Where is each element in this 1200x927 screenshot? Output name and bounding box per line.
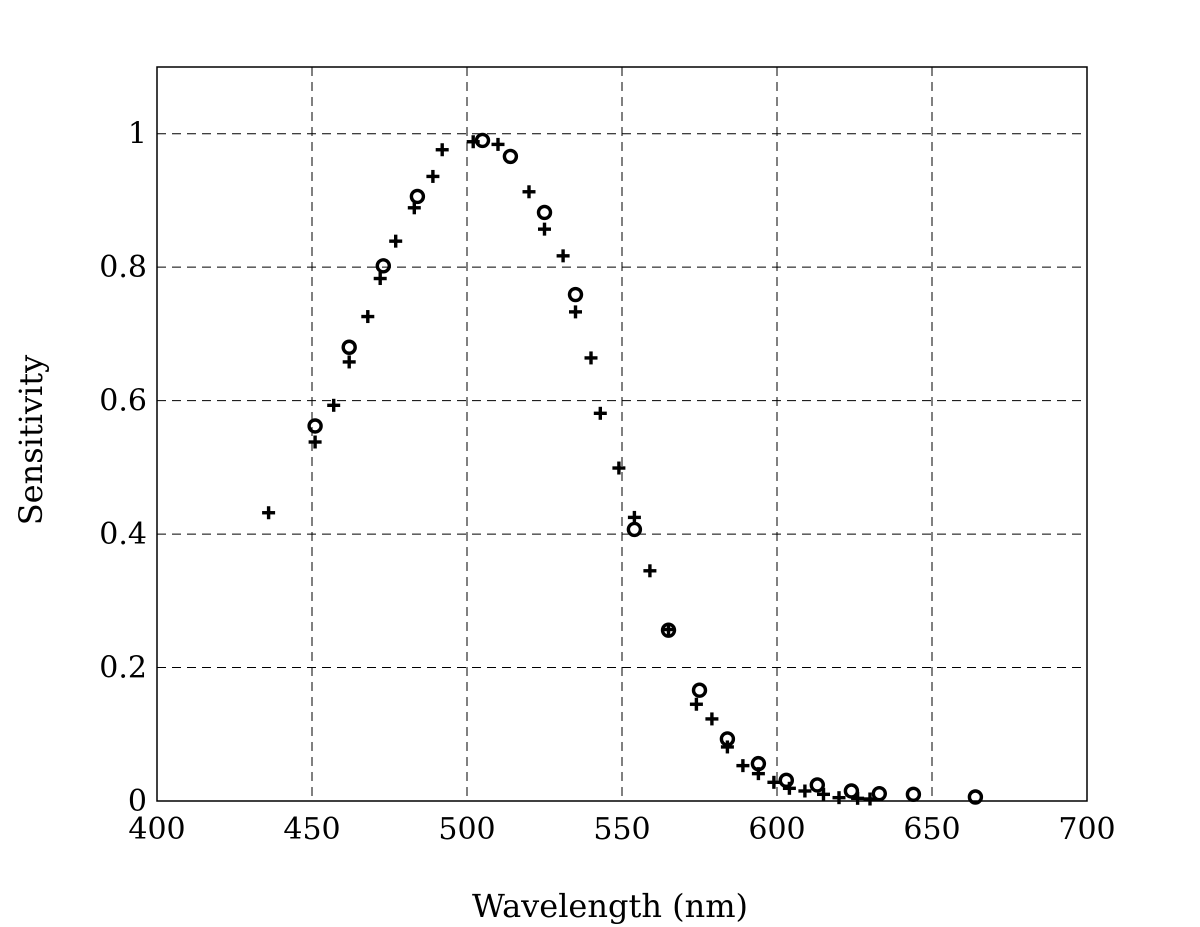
plus-marker xyxy=(736,759,750,773)
plus-marker xyxy=(262,506,276,520)
y-axis-label: Sensitivity xyxy=(12,355,50,525)
circle-marker xyxy=(778,772,794,789)
circle-marker xyxy=(536,204,553,221)
plus-marker xyxy=(593,406,607,420)
x-tick-label: 550 xyxy=(593,812,650,847)
circle-marker xyxy=(307,418,323,434)
data-points xyxy=(262,132,984,806)
circle-marker xyxy=(375,258,391,274)
y-tick-label: 0.6 xyxy=(99,384,147,419)
grid-lines xyxy=(157,67,1087,801)
plus-marker xyxy=(327,398,341,412)
circle-marker xyxy=(626,521,643,538)
plus-marker xyxy=(584,351,598,365)
circle-marker xyxy=(691,682,708,698)
plus-marker xyxy=(522,185,536,199)
circle-marker xyxy=(843,783,860,799)
x-tick-label: 450 xyxy=(283,812,340,847)
circle-marker xyxy=(750,755,767,772)
plus-marker xyxy=(308,435,322,449)
circle-marker xyxy=(967,789,984,805)
circle-marker xyxy=(474,132,491,149)
circle-marker xyxy=(567,286,584,303)
y-tick-label: 0.8 xyxy=(99,250,147,285)
plus-marker xyxy=(426,169,440,183)
plus-marker xyxy=(556,249,570,263)
plus-marker xyxy=(612,461,626,475)
circle-marker xyxy=(341,339,357,355)
plus-marker xyxy=(361,310,375,324)
y-tick-label: 0.4 xyxy=(99,517,147,552)
plus-marker xyxy=(491,137,505,151)
y-tick-label: 1 xyxy=(128,117,147,152)
x-tick-label: 650 xyxy=(903,812,960,847)
circle-marker xyxy=(905,786,922,803)
plus-marker xyxy=(767,775,781,789)
x-tick-label: 700 xyxy=(1058,812,1115,847)
x-tick-label: 600 xyxy=(748,812,805,847)
plot-frame xyxy=(156,66,1088,802)
y-tick-label: 0 xyxy=(128,784,147,819)
plus-marker xyxy=(569,305,582,319)
circle-marker xyxy=(409,188,426,205)
circle-marker xyxy=(660,622,677,638)
circle-marker xyxy=(719,731,736,747)
plus-marker xyxy=(435,143,449,157)
plus-marker xyxy=(373,272,387,286)
plus-marker xyxy=(389,234,403,248)
plus-marker xyxy=(705,712,719,726)
plus-marker xyxy=(832,791,846,805)
x-tick-label: 500 xyxy=(438,812,495,847)
x-axis-label: Wavelength (nm) xyxy=(472,887,748,925)
plus-marker xyxy=(342,355,356,369)
y-tick-label: 0.2 xyxy=(99,651,147,686)
circle-marker xyxy=(502,148,519,165)
plus-marker xyxy=(798,784,812,798)
plus-marker xyxy=(538,222,551,236)
plus-marker xyxy=(689,697,703,711)
circle-marker xyxy=(871,785,887,802)
plus-marker xyxy=(643,564,657,578)
circle-marker xyxy=(809,777,825,793)
plus-marker xyxy=(720,740,734,754)
tick-labels: 400 450 500 550 600 650 700 0 0.2 0.4 0.6 0.8 1 xyxy=(99,117,1115,847)
x-tick-label: 400 xyxy=(128,812,185,847)
plus-marker xyxy=(817,787,830,801)
